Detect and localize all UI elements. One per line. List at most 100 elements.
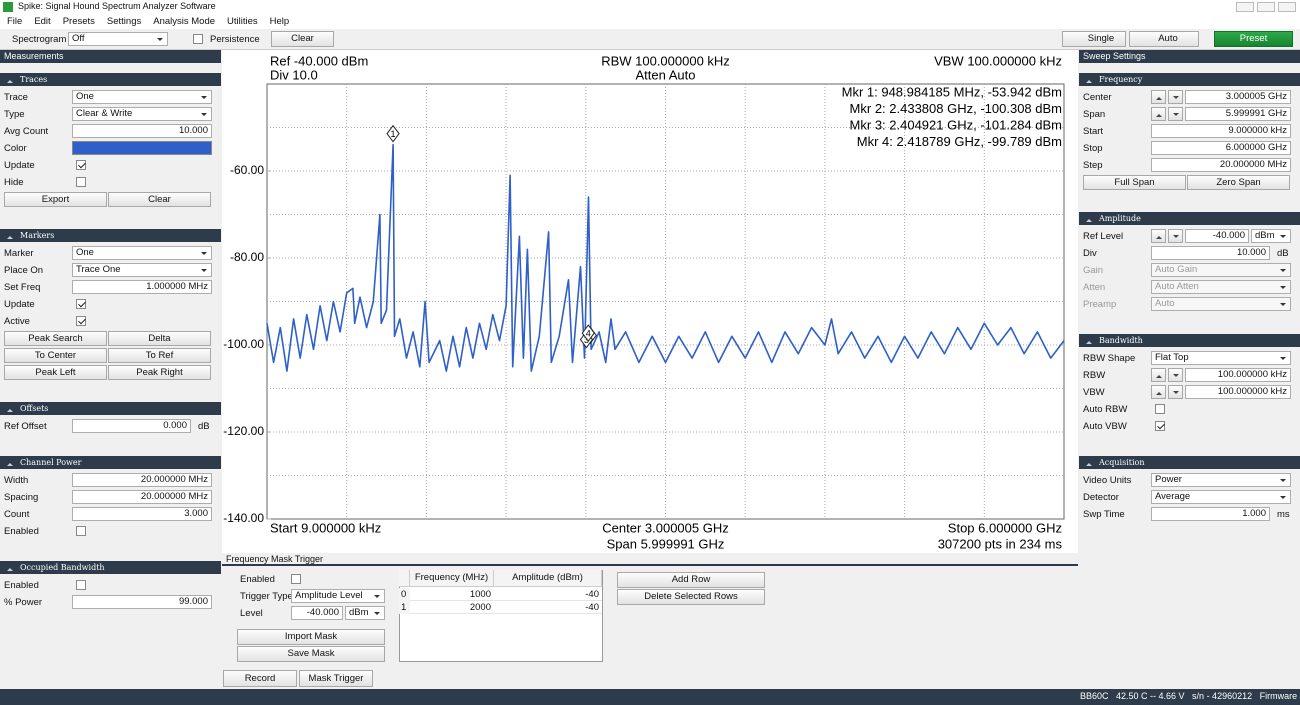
checkbox[interactable] — [76, 526, 86, 536]
checkbox[interactable] — [76, 316, 86, 326]
menu-item[interactable]: Analysis Mode — [153, 16, 216, 27]
value-select[interactable]: Clear & Write — [72, 107, 212, 121]
unit-select[interactable]: dBm — [1251, 229, 1291, 243]
value-select[interactable]: Average — [1151, 490, 1291, 504]
value-select[interactable]: Auto Gain — [1151, 263, 1291, 277]
y-tick-label: -140.00 — [223, 511, 264, 525]
spin-up[interactable] — [1151, 368, 1166, 382]
level-unit-select[interactable]: dBm — [345, 606, 385, 620]
value-field[interactable]: 100.000000 kHz — [1185, 368, 1291, 382]
value-select[interactable]: One — [72, 90, 212, 104]
value-select[interactable]: Trace One — [72, 263, 212, 277]
row-label: Update — [4, 160, 35, 171]
menu-item[interactable]: Help — [269, 16, 290, 27]
window-title: Spike: Signal Hound Spectrum Analyzer So… — [18, 1, 216, 11]
table-cell[interactable]: -40 — [494, 588, 602, 601]
persistence-checkbox[interactable] — [193, 34, 203, 44]
panel-button[interactable]: Peak Left — [4, 365, 107, 380]
value-field[interactable]: 10.000 — [1151, 246, 1270, 260]
marker-readout: Mkr 4: 2.418789 GHz, -99.789 dBm — [857, 134, 1062, 149]
value-select[interactable]: Flat Top — [1151, 351, 1291, 365]
save-mask-button[interactable]: Save Mask — [237, 646, 385, 662]
menu-item[interactable]: Presets — [62, 16, 95, 27]
import-mask-button[interactable]: Import Mask — [237, 629, 385, 645]
value-field[interactable]: 99.000 — [72, 595, 212, 609]
trigger-type-select[interactable]: Amplitude Level — [291, 589, 385, 603]
value-field[interactable]: -40.000 — [1185, 229, 1249, 243]
row-label: Update — [4, 299, 35, 310]
checkbox[interactable] — [76, 299, 86, 309]
preset-button[interactable]: Preset — [1214, 31, 1293, 47]
menu-item[interactable]: Settings — [106, 16, 142, 27]
spin-up[interactable] — [1151, 385, 1166, 399]
value-field[interactable]: 1.000000 MHz — [72, 280, 212, 294]
spin-down[interactable] — [1168, 90, 1183, 104]
value-field[interactable]: 1.000 — [1151, 507, 1270, 521]
panel-button[interactable]: Full Span — [1083, 175, 1186, 190]
row-index: 0 — [399, 588, 410, 601]
value-field[interactable]: 3.000005 GHz — [1185, 90, 1291, 104]
spin-down[interactable] — [1168, 107, 1183, 121]
bottom-button[interactable]: Mask Trigger — [299, 670, 373, 687]
menu-item[interactable]: Utilities — [227, 16, 258, 27]
value-field[interactable]: 0.000 — [72, 419, 191, 433]
panel-title: Sweep Settings — [1079, 50, 1300, 63]
checkbox[interactable] — [76, 580, 86, 590]
spin-down[interactable] — [1168, 385, 1183, 399]
checkbox[interactable] — [1155, 404, 1165, 414]
delete-rows-button[interactable]: Delete Selected Rows — [617, 589, 765, 605]
marker-number: 1 — [391, 129, 396, 139]
title-bar: Spike: Signal Hound Spectrum Analyzer So… — [0, 0, 1300, 14]
menu-item[interactable]: Edit — [34, 16, 51, 27]
spin-up[interactable] — [1151, 229, 1166, 243]
unit-label: dB — [1277, 248, 1289, 259]
spin-up[interactable] — [1151, 107, 1166, 121]
minimize-button[interactable] — [1236, 2, 1254, 12]
value-field[interactable]: 20.000000 MHz — [72, 490, 212, 504]
spin-down[interactable] — [1168, 229, 1183, 243]
spin-up[interactable] — [1151, 90, 1166, 104]
value-select[interactable]: Power — [1151, 473, 1291, 487]
value-field[interactable]: 3.000 — [72, 507, 212, 521]
marker-number: 4 — [586, 328, 591, 338]
value-field[interactable]: 20.000000 MHz — [1151, 158, 1291, 172]
clear-button[interactable]: Clear — [271, 31, 334, 47]
value-field[interactable]: 10.000 — [72, 124, 212, 138]
panel-button[interactable]: Clear — [108, 192, 211, 207]
bottom-button[interactable]: Record — [223, 670, 297, 687]
single-button[interactable]: Single — [1062, 31, 1126, 47]
close-button[interactable] — [1278, 2, 1296, 12]
spectrogram-select[interactable]: Off — [68, 32, 168, 46]
table-cell[interactable]: 1000 — [410, 588, 494, 601]
menu-item[interactable]: File — [7, 16, 23, 27]
spin-down[interactable] — [1168, 368, 1183, 382]
panel-button[interactable]: Zero Span — [1187, 175, 1290, 190]
value-field[interactable]: 6.000000 GHz — [1151, 141, 1291, 155]
panel-button[interactable]: Export — [4, 192, 107, 207]
panel-button[interactable]: Peak Right — [108, 365, 211, 380]
section-header: Acquisition — [1079, 456, 1300, 469]
color-swatch[interactable] — [72, 141, 212, 155]
value-field[interactable]: 9.000000 kHz — [1151, 124, 1291, 138]
value-select[interactable]: Auto Atten — [1151, 280, 1291, 294]
table-cell[interactable]: 2000 — [410, 601, 494, 614]
panel-button[interactable]: Delta — [108, 331, 211, 346]
row-label: Center — [1083, 92, 1112, 103]
checkbox[interactable] — [76, 160, 86, 170]
auto-button[interactable]: Auto — [1129, 31, 1199, 47]
add-row-button[interactable]: Add Row — [617, 572, 765, 588]
value-field[interactable]: 5.999991 GHz — [1185, 107, 1291, 121]
value-select[interactable]: One — [72, 246, 212, 260]
maximize-button[interactable] — [1257, 2, 1275, 12]
table-cell[interactable]: -40 — [494, 601, 602, 614]
value-field[interactable]: 100.000000 kHz — [1185, 385, 1291, 399]
checkbox[interactable] — [1155, 421, 1165, 431]
mask-enabled-checkbox[interactable] — [291, 574, 301, 584]
value-field[interactable]: 20.000000 MHz — [72, 473, 212, 487]
checkbox[interactable] — [76, 177, 86, 187]
level-field[interactable]: -40.000 — [291, 606, 343, 620]
value-select[interactable]: Auto — [1151, 297, 1291, 311]
panel-button[interactable]: Peak Search — [4, 331, 107, 346]
panel-button[interactable]: To Center — [4, 348, 107, 363]
panel-button[interactable]: To Ref — [108, 348, 211, 363]
